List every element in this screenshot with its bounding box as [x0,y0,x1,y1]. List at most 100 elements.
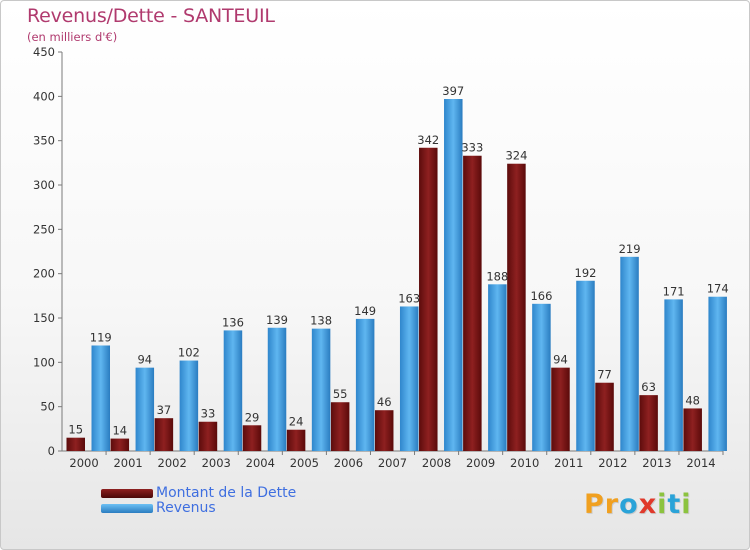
data-label-revenus-2011: 192 [575,266,597,280]
data-label-debt-2011: 94 [553,353,568,367]
bar-revenus-2007 [399,306,419,451]
x-tick-label: 2014 [686,456,715,470]
x-tick-label: 2010 [510,456,539,470]
data-label-revenus-2008: 397 [442,84,464,98]
bar-revenus-2013 [664,299,683,451]
bar-debt-2006 [330,402,350,451]
bar-debt-2011 [551,367,570,451]
x-tick-label: 2011 [554,456,583,470]
bar-revenus-2002 [179,360,199,451]
data-label-revenus-2003: 136 [222,315,244,329]
bar-debt-2010 [507,163,526,451]
x-tick-label: 2006 [334,456,363,470]
y-tick-label: 100 [33,355,55,369]
x-tick-label: 2007 [378,456,407,470]
data-label-debt-2000: 15 [68,423,83,437]
bar-revenus-2011 [576,280,595,451]
bar-revenus-2012 [620,256,639,451]
legend-label-revenus: Revenus [156,500,216,516]
x-tick-label: 2002 [158,456,187,470]
data-label-debt-2012: 77 [597,368,612,382]
y-tick-label: 300 [33,178,55,192]
bar-debt-2002 [154,418,174,451]
y-tick-label: 0 [48,444,55,458]
data-label-debt-2002: 37 [157,403,172,417]
legend-label-debt: Montant de la Dette [156,485,297,501]
legend-swatch-debt [101,489,153,498]
x-tick-label: 2012 [598,456,627,470]
logo-letter: i [681,489,692,520]
logo-letter: P [584,489,605,520]
bar-revenus-2003 [223,330,243,451]
bar-revenus-2009 [488,284,507,451]
data-label-debt-2010: 324 [505,149,527,163]
data-label-debt-2001: 14 [112,424,127,438]
bar-revenus-2000 [91,345,110,451]
logo-letter: r [604,489,620,520]
data-label-debt-2003: 33 [201,407,216,421]
bar-debt-2013 [639,395,658,451]
data-label-revenus-2009: 188 [486,269,508,283]
data-label-revenus-2001: 94 [137,353,152,367]
chart-title: Revenus/Dette - SANTEUIL [27,5,275,27]
x-tick-label: 2000 [69,456,98,470]
bar-debt-2004 [242,425,262,451]
x-tick-label: 2004 [246,456,275,470]
bar-debt-2012 [595,382,614,451]
x-tick-label: 2005 [290,456,319,470]
data-label-debt-2006: 55 [333,387,348,401]
chart-subtitle: (en milliers d'€) [27,30,118,44]
y-tick-label: 350 [33,134,55,148]
data-label-revenus-2000: 119 [90,330,112,344]
data-label-debt-2014: 48 [685,393,700,407]
bar-revenus-2005 [311,328,331,451]
bar-debt-2009 [463,155,482,452]
y-tick-label: 150 [33,311,55,325]
data-label-debt-2005: 24 [289,415,304,429]
data-label-revenus-2010: 166 [530,289,552,303]
bar-debt-2007 [374,410,394,451]
y-tick-label: 250 [33,222,55,236]
bar-debt-2001 [110,438,130,451]
data-label-debt-2007: 46 [377,395,392,409]
bar-debt-2008 [419,147,438,451]
bar-revenus-2014 [708,296,727,451]
data-label-debt-2013: 63 [641,380,656,394]
bar-debt-2003 [198,421,218,451]
logo-letter: t [667,489,682,520]
data-label-revenus-2012: 219 [619,242,641,256]
x-tick-label: 2001 [113,456,142,470]
y-tick-label: 50 [40,400,55,414]
data-label-revenus-2002: 102 [178,346,200,360]
x-tick-label: 2009 [466,456,495,470]
bar-revenus-2004 [267,327,287,451]
logo-letter: o [619,489,639,520]
data-label-debt-2009: 333 [461,141,483,155]
bar-debt-2014 [683,408,702,451]
x-tick-label: 2008 [422,456,451,470]
legend-swatch-revenus [101,504,153,513]
bar-debt-2005 [286,429,306,451]
data-label-revenus-2014: 174 [707,282,729,296]
y-tick-label: 450 [33,45,55,59]
y-tick-label: 400 [33,89,55,103]
x-tick-label: 2003 [202,456,231,470]
data-label-revenus-2004: 139 [266,313,288,327]
data-label-revenus-2005: 138 [310,314,332,328]
proxiti-logo: Proxiti [584,489,692,520]
logo-letter: i [657,489,668,520]
bar-debt-2000 [66,437,85,451]
data-label-debt-2004: 29 [245,410,260,424]
x-tick-label: 2013 [642,456,671,470]
bar-revenus-2001 [135,367,155,451]
bar-revenus-2008 [444,98,463,451]
data-label-revenus-2006: 149 [354,304,376,318]
data-label-revenus-2007: 163 [398,291,420,305]
logo-letter: x [638,489,658,520]
bar-revenus-2006 [355,318,375,451]
data-label-debt-2008: 342 [417,133,439,147]
bar-revenus-2010 [532,303,551,451]
data-label-revenus-2013: 171 [663,284,685,298]
